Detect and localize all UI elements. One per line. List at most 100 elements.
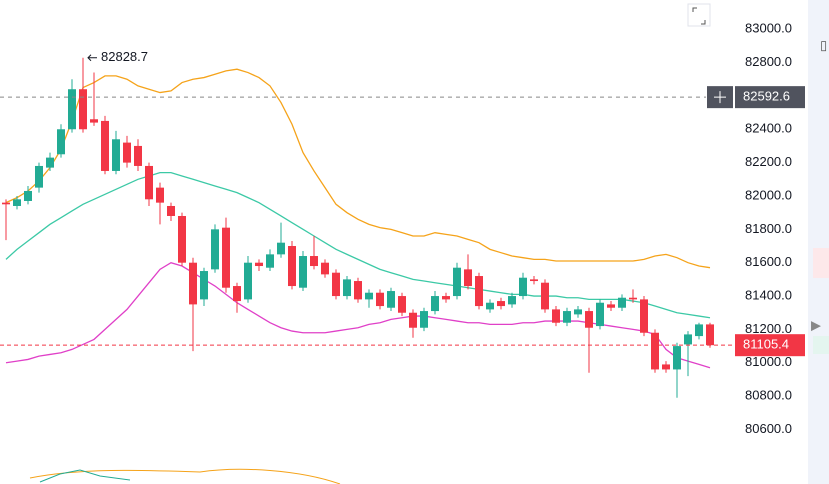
candle-body	[310, 256, 318, 267]
candle	[156, 182, 164, 225]
candle-body	[607, 304, 615, 308]
candle-body	[24, 190, 32, 201]
candle-body	[79, 89, 87, 130]
candle-body	[475, 276, 483, 307]
side-marker	[813, 248, 829, 278]
candle-body	[497, 301, 505, 307]
candle-body	[222, 227, 230, 288]
last-price-label: 81105.4	[743, 337, 789, 352]
candle	[398, 292, 406, 317]
candle	[365, 289, 373, 308]
y-tick-label: 81600.0	[745, 254, 792, 269]
candle-body	[563, 311, 571, 323]
side-panel	[808, 0, 829, 484]
candle-body	[376, 292, 384, 307]
crosshair-label: 82592.6	[743, 89, 790, 104]
candle	[508, 292, 516, 308]
candle-body	[299, 256, 307, 288]
candle	[57, 124, 65, 158]
side-icon[interactable]: ▯	[820, 37, 827, 52]
candle-body	[354, 281, 362, 300]
candle	[310, 236, 318, 270]
candle	[13, 195, 21, 210]
candle	[299, 251, 307, 292]
candle-body	[387, 291, 395, 308]
candle-body	[629, 297, 637, 300]
candle	[585, 307, 593, 373]
expand-icon[interactable]	[687, 3, 711, 27]
candle	[706, 322, 714, 348]
candle-body	[101, 120, 109, 171]
candle	[24, 185, 32, 205]
candle-body	[552, 309, 560, 323]
candle-body	[200, 271, 208, 300]
candle	[2, 199, 10, 241]
candle-body	[431, 296, 439, 312]
y-tick-label: 81800.0	[745, 221, 792, 236]
candle-body	[288, 246, 296, 287]
crosshair-label-bg	[735, 86, 805, 109]
candle	[618, 294, 626, 312]
candle-body	[112, 139, 120, 171]
candle-body	[178, 215, 186, 263]
candle-body	[134, 145, 142, 166]
candle	[90, 72, 98, 126]
candle	[475, 272, 483, 310]
candle	[145, 162, 153, 206]
candle	[662, 361, 670, 373]
candle	[409, 309, 417, 338]
candle	[464, 254, 472, 290]
candle-body	[662, 364, 670, 370]
candle	[46, 152, 54, 171]
candle-body	[123, 142, 131, 163]
candle-body	[35, 165, 43, 188]
candle	[354, 277, 362, 303]
candle	[101, 115, 109, 175]
candle-body	[519, 277, 527, 297]
candle	[640, 296, 648, 337]
crosshair-plus	[714, 91, 726, 104]
candle-body	[574, 309, 582, 315]
candle-body	[596, 302, 604, 327]
candle	[68, 79, 76, 133]
candle-body	[211, 229, 219, 270]
candle-body	[68, 89, 76, 130]
candle-body	[640, 299, 648, 333]
candle-body	[244, 262, 252, 300]
candle	[607, 301, 615, 312]
candle	[288, 241, 296, 290]
candle	[574, 306, 582, 318]
candle-body	[277, 242, 285, 255]
candle-body	[13, 199, 21, 206]
y-tick-label: 81400.0	[745, 287, 792, 302]
candle	[695, 322, 703, 340]
candle-body	[706, 324, 714, 346]
y-tick-label: 82200.0	[745, 154, 792, 169]
candle-body	[409, 312, 417, 328]
navigator-preview	[29, 468, 341, 484]
candle-body	[585, 311, 593, 328]
candle	[629, 289, 637, 303]
candle	[244, 256, 252, 303]
candle	[35, 162, 43, 193]
candle	[651, 329, 659, 373]
candle-body	[321, 262, 329, 275]
candle	[563, 307, 571, 327]
candle-body	[508, 296, 516, 305]
candle-body	[486, 302, 494, 310]
candle	[420, 307, 428, 332]
scroll-arrow[interactable]: ▶	[811, 317, 821, 332]
candle	[376, 289, 384, 310]
y-tick-label: 82400.0	[745, 121, 792, 136]
candle	[530, 276, 538, 285]
candle	[123, 135, 131, 168]
candle-body	[156, 187, 164, 203]
candle-body	[266, 254, 274, 268]
candle-body	[464, 269, 472, 287]
y-tick-label: 82800.0	[745, 54, 792, 69]
candle-body	[684, 334, 692, 345]
candle	[321, 259, 329, 278]
candle	[112, 130, 120, 175]
candle	[167, 202, 175, 221]
